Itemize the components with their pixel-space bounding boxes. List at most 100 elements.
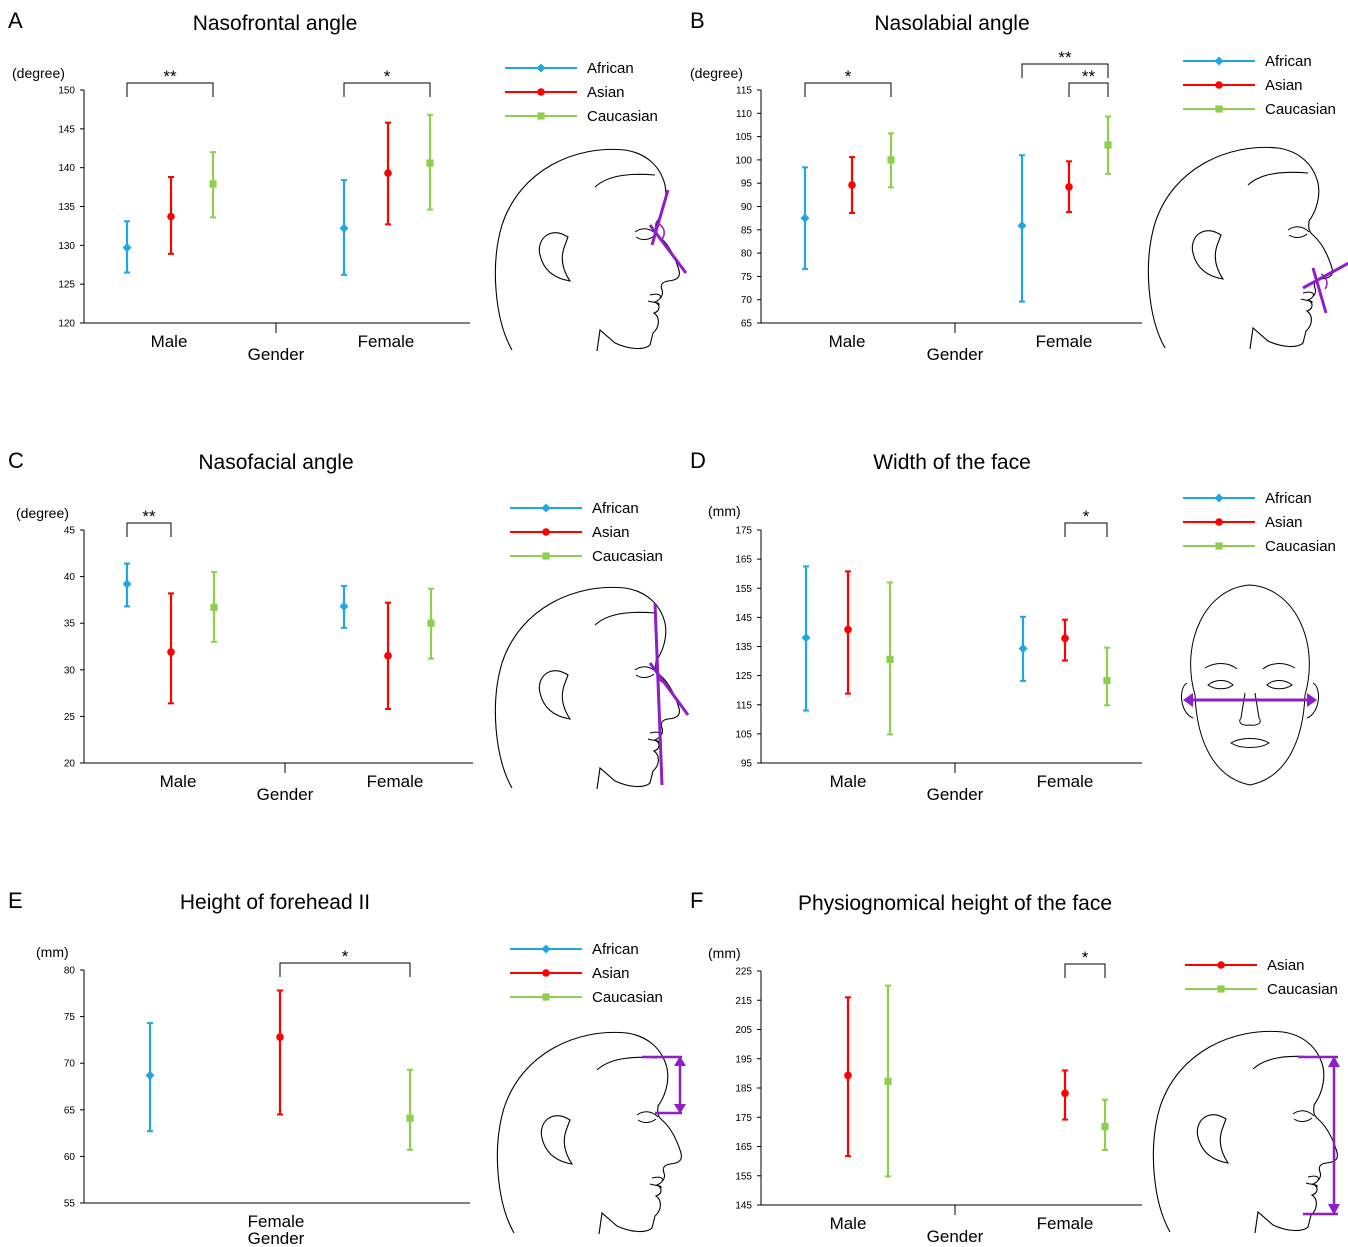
panel-a: A Nasofrontal angle (degree) 120 125 130 135 14… — [8, 8, 688, 364]
eye-outline — [1287, 226, 1310, 238]
y-tick-label: 195 — [735, 1054, 752, 1065]
ear-outline — [1196, 1114, 1230, 1164]
data-point-asian — [384, 601, 392, 710]
legend-entry-african: African — [510, 941, 639, 958]
circle-marker-icon — [1061, 1089, 1069, 1098]
y-tick-label: 45 — [64, 526, 76, 537]
significance-bracket: ** — [1068, 67, 1109, 97]
data-point-african — [1018, 615, 1028, 682]
data-point-asian — [844, 996, 852, 1158]
circle-marker-icon — [844, 1071, 852, 1080]
data-point-caucasian — [886, 581, 894, 736]
legend: African Asian Caucasian — [510, 941, 663, 1006]
data-point-african — [339, 584, 349, 629]
square-marker-icon — [886, 655, 894, 663]
legend-entry-african: African — [1183, 490, 1312, 507]
significance-label: * — [342, 947, 349, 966]
legend: Asian Caucasian — [1185, 957, 1338, 998]
diamond-marker-icon — [339, 223, 349, 233]
legend-entry-caucasian: Caucasian — [510, 548, 663, 565]
x-axis-label: Gender — [248, 1229, 305, 1247]
chart-title: Width of the face — [873, 451, 1031, 474]
legend: African Asian Caucasian — [505, 60, 658, 125]
y-tick-label: 105 — [735, 729, 752, 740]
y-axis-label: (mm) — [36, 944, 69, 960]
x-axis-label: Gender — [257, 785, 314, 804]
y-tick-label: 110 — [736, 109, 752, 120]
y-tick-label: 165 — [735, 555, 752, 566]
legend-label: Asian — [592, 965, 630, 982]
square-marker-icon — [884, 1077, 892, 1085]
head-outline — [494, 586, 680, 790]
arrowhead-right-icon — [1307, 693, 1317, 707]
x-axis-label: Gender — [927, 785, 984, 804]
significance-bracket: * — [1064, 948, 1106, 978]
diamond-marker-icon — [801, 633, 811, 643]
panel-letter: F — [690, 888, 703, 913]
diamond-marker-icon — [1214, 56, 1224, 66]
data-point-african — [145, 1022, 155, 1133]
square-marker-icon — [887, 156, 895, 164]
square-marker-icon — [427, 619, 435, 627]
diamond-marker-icon — [122, 579, 132, 589]
chart-title: Nasofrontal angle — [193, 12, 358, 35]
y-tick-label: 80 — [741, 249, 753, 260]
data-point-asian — [1061, 1069, 1069, 1121]
legend-entry-african: African — [510, 500, 639, 517]
square-marker-icon — [1217, 985, 1225, 993]
head-outline — [496, 1031, 682, 1235]
x-tick-label: Female — [367, 772, 424, 791]
square-marker-icon — [1104, 141, 1112, 149]
bracket-line — [343, 82, 431, 97]
chart-title: Nasolabial angle — [874, 12, 1029, 35]
diamond-marker-icon — [541, 944, 551, 954]
y-tick-label: 60 — [64, 1152, 76, 1163]
nose-outline — [1239, 692, 1261, 726]
y-tick-label: 65 — [64, 1105, 76, 1116]
diamond-marker-icon — [122, 243, 132, 253]
face-profile-illustration — [494, 148, 688, 352]
y-tick-label: 155 — [735, 584, 752, 595]
mouth-outline — [1230, 738, 1270, 748]
y-tick-label: 155 — [735, 1171, 752, 1182]
significance-label: * — [384, 67, 391, 86]
square-marker-icon — [1215, 105, 1223, 113]
y-axis-label: (degree) — [12, 65, 65, 81]
hairline — [594, 611, 656, 626]
legend-entry-caucasian: Caucasian — [1183, 538, 1336, 555]
diamond-marker-icon — [145, 1070, 155, 1080]
y-tick-label: 35 — [64, 619, 76, 630]
hairline — [1247, 171, 1309, 186]
legend-label: Asian — [1265, 514, 1303, 531]
panel-letter: A — [8, 8, 23, 33]
legend-entry-asian: Asian — [1183, 514, 1303, 531]
significance-bracket: ** — [1021, 48, 1109, 78]
eyebrows-outline — [1204, 663, 1296, 670]
legend: African Asian Caucasian — [1183, 490, 1336, 555]
arrowhead-down-icon — [674, 1104, 686, 1114]
legend: African Asian Caucasian — [510, 500, 663, 565]
data-point-asian — [167, 592, 175, 705]
legend-label: African — [1265, 490, 1312, 507]
circle-marker-icon — [276, 1033, 284, 1041]
panel-e: E Height of forehead II (mm) 55 60 65 70 75 80 Fe… — [8, 888, 686, 1247]
legend-label: Caucasian — [1265, 538, 1336, 555]
square-marker-icon — [1101, 1123, 1109, 1131]
mouth-outline — [1300, 291, 1314, 304]
arrowhead-up-icon — [674, 1056, 686, 1066]
legend-label: Caucasian — [592, 548, 663, 565]
eye-outline — [636, 1111, 659, 1123]
mouth-outline — [649, 1176, 663, 1189]
significance-label: * — [1083, 507, 1090, 526]
legend-label: Asian — [1265, 77, 1303, 94]
nasolabial-columella-line — [1302, 261, 1348, 290]
legend-label: Caucasian — [592, 989, 663, 1006]
y-axis-label: (mm) — [708, 945, 741, 961]
data-point-asian — [167, 175, 175, 255]
legend-label: Asian — [587, 84, 625, 101]
significance-label: ** — [1082, 67, 1096, 86]
data-point-caucasian — [1104, 115, 1112, 175]
square-marker-icon — [542, 552, 550, 560]
mouth-outline — [647, 293, 661, 306]
diamond-marker-icon — [536, 63, 546, 73]
